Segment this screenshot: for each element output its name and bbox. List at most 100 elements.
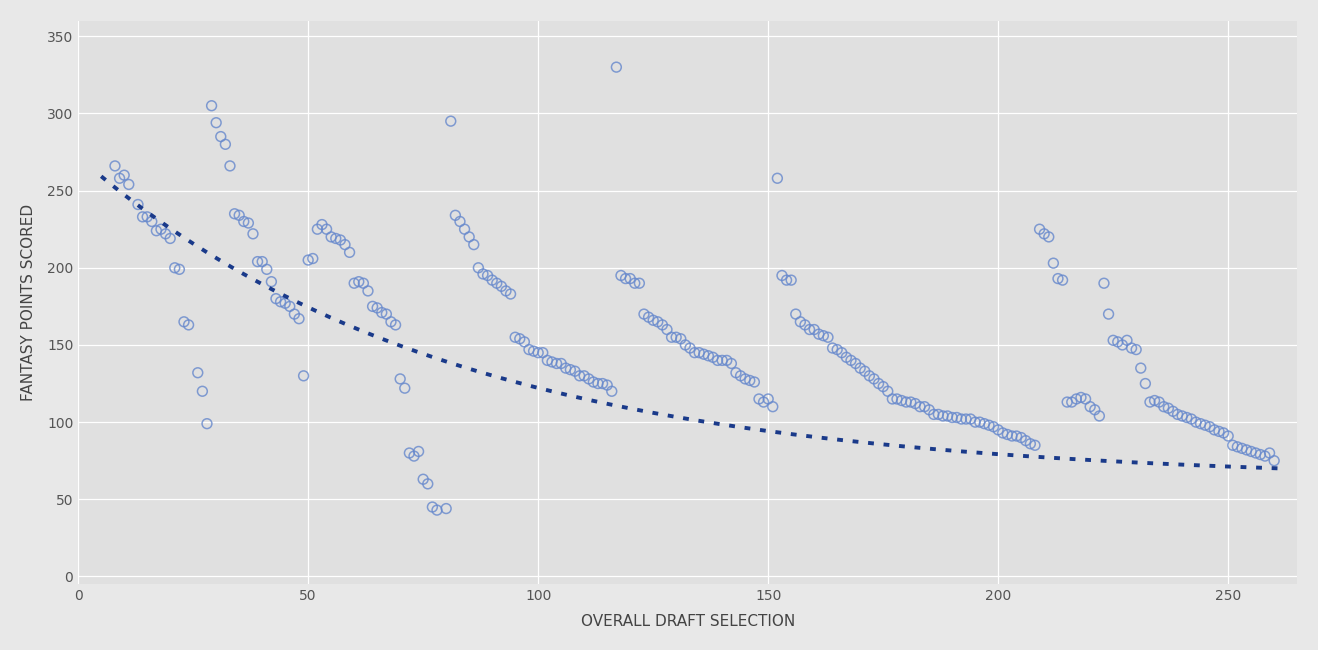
Point	[274, 298, 295, 309]
Point	[233, 216, 254, 227]
Point	[527, 348, 548, 358]
Point	[1181, 414, 1202, 424]
Point	[307, 224, 328, 235]
Point	[869, 378, 890, 389]
Point	[1194, 420, 1215, 430]
Point	[662, 332, 683, 343]
Point	[413, 474, 434, 484]
Point	[960, 414, 981, 424]
Point	[597, 380, 618, 390]
Point	[1218, 431, 1239, 441]
Point	[357, 286, 378, 296]
Point	[610, 270, 631, 281]
Point	[1043, 258, 1064, 268]
Point	[1089, 411, 1110, 421]
Point	[546, 358, 567, 369]
Point	[261, 276, 282, 287]
Point	[666, 332, 687, 343]
Point	[187, 367, 208, 378]
Point	[1057, 397, 1078, 408]
Point	[619, 274, 641, 284]
Point	[339, 247, 360, 257]
Point	[449, 216, 471, 227]
Point	[390, 374, 411, 384]
Point	[159, 233, 181, 244]
Point	[937, 411, 958, 421]
Point	[224, 209, 245, 219]
Point	[1135, 378, 1156, 389]
Point	[1061, 397, 1082, 408]
Point	[394, 383, 415, 393]
Point	[256, 264, 277, 274]
Point	[320, 231, 341, 242]
Point	[1144, 395, 1165, 406]
Point	[762, 402, 783, 412]
Point	[841, 355, 862, 365]
Point	[298, 255, 319, 265]
Point	[1190, 419, 1211, 429]
Point	[132, 212, 153, 222]
Point	[468, 263, 489, 273]
Point	[366, 303, 387, 313]
Point	[1052, 275, 1073, 285]
Point	[1126, 344, 1147, 355]
X-axis label: OVERALL DRAFT SELECTION: OVERALL DRAFT SELECTION	[580, 614, 795, 629]
Point	[771, 270, 792, 281]
Point	[1199, 422, 1220, 432]
Point	[1255, 451, 1276, 462]
Point	[832, 348, 853, 358]
Point	[1048, 274, 1069, 284]
Point	[137, 212, 158, 222]
Point	[252, 256, 273, 266]
Point	[316, 224, 337, 235]
Point	[311, 219, 332, 229]
Point	[1006, 431, 1027, 441]
Point	[399, 448, 420, 458]
Point	[675, 340, 696, 350]
Point	[440, 116, 461, 126]
Point	[385, 320, 406, 330]
Point	[156, 229, 177, 239]
Point	[956, 414, 977, 424]
Point	[326, 233, 347, 244]
Point	[270, 296, 291, 307]
Point	[1172, 411, 1193, 421]
Point	[500, 289, 521, 299]
Point	[882, 394, 903, 404]
Point	[330, 235, 351, 245]
Point	[1148, 397, 1169, 408]
Point	[873, 382, 894, 392]
Point	[974, 419, 995, 429]
Point	[887, 394, 908, 404]
Point	[859, 370, 880, 381]
Point	[150, 224, 171, 235]
Point	[109, 173, 130, 183]
Point	[1103, 335, 1124, 346]
Point	[279, 301, 301, 311]
Point	[739, 375, 760, 385]
Point	[583, 377, 604, 387]
Point	[418, 478, 439, 489]
Point	[403, 451, 424, 462]
Point	[680, 343, 701, 353]
Point	[518, 344, 539, 355]
Point	[721, 358, 742, 369]
Point	[409, 447, 430, 457]
Point	[348, 276, 369, 287]
Point	[601, 386, 622, 396]
Point	[445, 210, 467, 220]
Point	[826, 344, 847, 355]
Point	[376, 309, 397, 319]
Point	[1153, 402, 1174, 412]
Point	[353, 278, 374, 289]
Point	[734, 374, 755, 384]
Point	[850, 363, 871, 373]
Point	[228, 210, 249, 220]
Point	[1157, 403, 1178, 413]
Point	[1122, 343, 1143, 353]
Point	[1240, 447, 1261, 457]
Point	[422, 502, 443, 512]
Point	[237, 218, 258, 228]
Point	[941, 412, 962, 423]
Point	[1259, 448, 1280, 458]
